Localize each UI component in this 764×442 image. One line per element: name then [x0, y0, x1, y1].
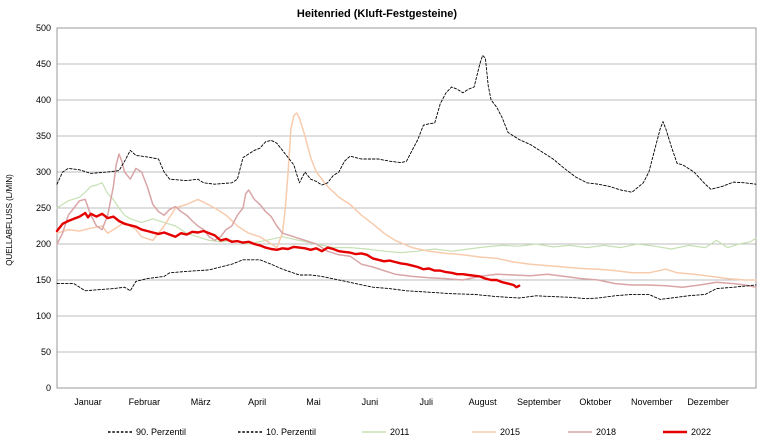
x-tick-labels: Januar Februar März April Mai Juni Juli August S… [74, 397, 729, 407]
x-tick-label: August [469, 397, 498, 407]
legend-label: 10. Perzentil [266, 427, 316, 437]
y-tick-label: 500 [36, 23, 51, 33]
series-line-90-perzentil [56, 54, 757, 193]
series-line-2015 [56, 112, 757, 281]
y-tick-label: 300 [36, 167, 51, 177]
y-tick-labels: 0 50 100 150 200 250 300 350 400 450 500 [36, 23, 51, 393]
x-tick-label: Dezember [687, 397, 729, 407]
series-line-2011 [56, 182, 757, 254]
gridlines [57, 63, 756, 353]
x-tick-label: April [248, 397, 266, 407]
y-tick-label: 150 [36, 275, 51, 285]
y-tick-label: 0 [46, 383, 51, 393]
legend-label: 2018 [596, 427, 616, 437]
x-tick-label: September [517, 397, 561, 407]
y-tick-label: 450 [36, 59, 51, 69]
y-tick-label: 100 [36, 311, 51, 321]
x-tick-label: November [631, 397, 673, 407]
legend-label: 2011 [390, 427, 409, 437]
y-tick-label: 50 [41, 347, 51, 357]
y-tick-label: 400 [36, 95, 51, 105]
x-tick-label: Januar [74, 397, 102, 407]
x-tick-label: Oktober [579, 397, 611, 407]
x-tick-label: Juni [362, 397, 379, 407]
x-tick-label: März [191, 397, 211, 407]
series-lines [55, 54, 757, 300]
legend-label: 2022 [691, 427, 711, 437]
legend: 90. Perzentil 10. Perzentil 2011 2015 2018 20… [108, 427, 711, 437]
series-line-10-perzentil [56, 259, 757, 300]
x-tick-label: Februar [129, 397, 161, 407]
chart-title: Heitenried (Kluft-Festgesteine) [297, 8, 457, 20]
series-line-2022 [55, 211, 521, 289]
legend-label: 90. Perzentil [136, 427, 186, 437]
y-axis-label: QUELLABFLUSS (L/MIN) [5, 174, 14, 266]
y-tick-label: 200 [36, 239, 51, 249]
y-tick-label: 350 [36, 131, 51, 141]
legend-label: 2015 [500, 427, 520, 437]
x-tick-label: Juli [419, 397, 433, 407]
series-line-2018 [56, 153, 757, 288]
x-tick-label: Mai [306, 397, 321, 407]
y-tick-label: 250 [36, 203, 51, 213]
